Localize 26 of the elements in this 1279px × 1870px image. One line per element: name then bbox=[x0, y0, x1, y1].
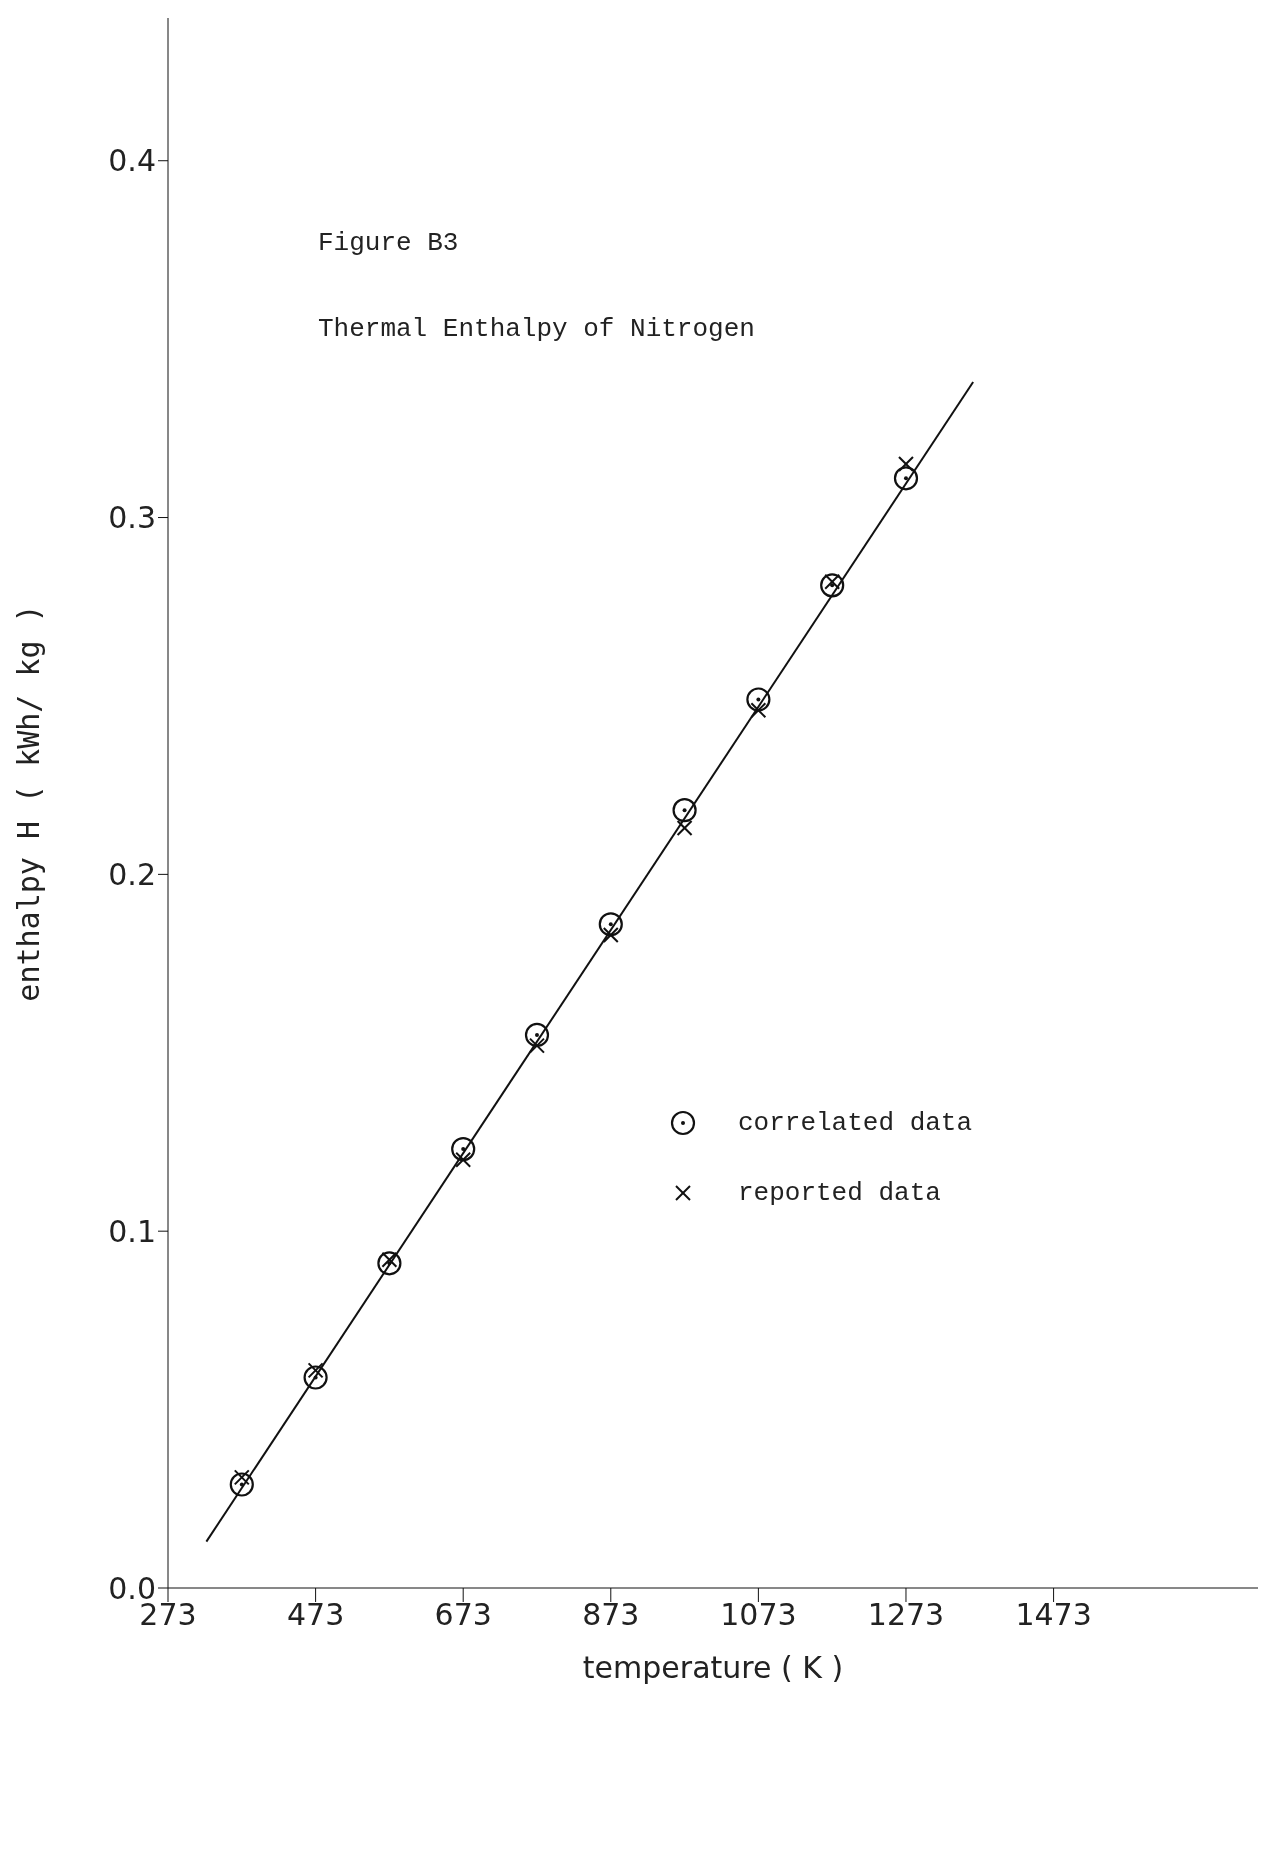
y-tick-label: 0.4 bbox=[108, 143, 156, 179]
x-tick-label: 1073 bbox=[720, 1597, 797, 1633]
y-tick-label: 0.1 bbox=[108, 1213, 156, 1249]
point bbox=[672, 798, 697, 823]
x-tick-label: 1473 bbox=[1015, 1597, 1092, 1633]
text: Thermal Enthalpy of Nitrogen bbox=[318, 314, 755, 344]
point bbox=[524, 1022, 550, 1048]
point bbox=[746, 687, 771, 712]
point bbox=[598, 912, 623, 937]
point bbox=[893, 466, 919, 491]
point bbox=[377, 1251, 402, 1276]
point bbox=[820, 573, 845, 598]
point bbox=[303, 1365, 328, 1390]
legend-label: reported data bbox=[738, 1178, 941, 1208]
text: Figure B3 bbox=[318, 228, 460, 258]
y-axis-title: enthalpy H ( kWh/ kg ) bbox=[10, 604, 46, 1002]
x-tick-label: 1273 bbox=[867, 1597, 945, 1633]
x-tick-label: 473 bbox=[286, 1597, 345, 1633]
y-tick-label: 0.3 bbox=[108, 500, 156, 536]
y-tick-label: 0.2 bbox=[108, 857, 156, 893]
point bbox=[451, 1137, 476, 1162]
legend-label: correlated data bbox=[738, 1108, 973, 1138]
x-axis-title: temperature ( K ) bbox=[582, 1650, 844, 1685]
x-tick-label: 873 bbox=[582, 1597, 640, 1633]
point bbox=[229, 1472, 254, 1497]
x-tick-label: 673 bbox=[434, 1597, 492, 1633]
